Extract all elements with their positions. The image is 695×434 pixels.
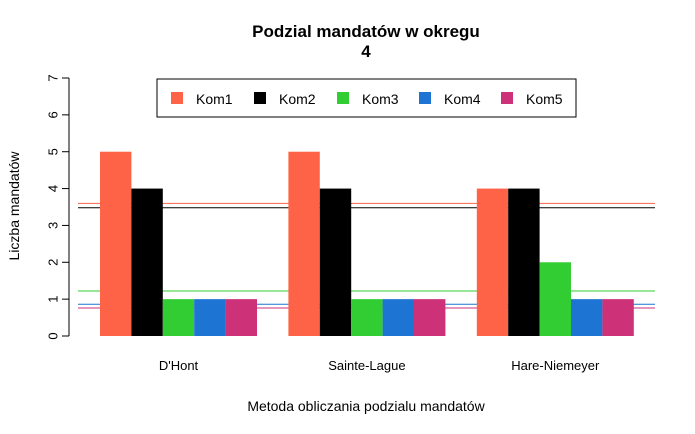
y-axis-title: Liczba mandatów <box>6 151 22 261</box>
x-tick-label: D'Hont <box>159 358 199 373</box>
bar-kom5-1 <box>414 299 446 336</box>
legend: Kom1 Kom2 Kom3 Kom4 Kom5 <box>156 78 577 118</box>
chart-title-line2: 4 <box>361 42 371 61</box>
bar-kom2-1 <box>319 188 352 336</box>
bar-kom4-2 <box>571 299 603 336</box>
bar-kom2-2 <box>508 188 540 336</box>
y-axis: 0 1 2 3 4 5 6 7 <box>46 74 70 340</box>
bar-kom1-2 <box>476 188 509 336</box>
bar-kom1-0 <box>100 151 132 336</box>
bar-kom4-0 <box>194 299 226 336</box>
bar-kom3-1 <box>351 299 383 336</box>
bar-kom3-0 <box>162 299 195 336</box>
x-tick-label: Sainte-Lague <box>328 358 405 373</box>
legend-swatch-kom4 <box>419 92 431 104</box>
y-tick-label: 4 <box>46 185 61 192</box>
legend-swatch-kom3 <box>337 92 349 104</box>
legend-label-kom3: Kom3 <box>362 91 399 107</box>
bars <box>100 151 634 336</box>
y-tick-label: 6 <box>46 111 61 118</box>
x-tick-label: Hare-Niemeyer <box>511 358 600 373</box>
y-tick-label: 7 <box>46 74 61 81</box>
bar-kom4-1 <box>382 299 414 336</box>
bar-kom3-2 <box>539 262 571 336</box>
legend-swatch-kom1 <box>171 92 183 104</box>
chart-title-line1: Podzial mandatów w okregu <box>252 22 480 41</box>
x-axis-labels: D'Hont Sainte-Lague Hare-Niemeyer <box>159 358 600 373</box>
legend-swatch-kom5 <box>501 92 513 104</box>
legend-label-kom2: Kom2 <box>279 91 316 107</box>
legend-label-kom5: Kom5 <box>526 91 563 107</box>
bar-kom2-0 <box>131 188 163 336</box>
y-tick-label: 2 <box>46 259 61 266</box>
y-tick-label: 0 <box>46 332 61 339</box>
bar-kom5-0 <box>225 299 257 336</box>
legend-swatch-kom2 <box>254 92 266 104</box>
legend-label-kom1: Kom1 <box>196 91 233 107</box>
x-axis-title: Metoda obliczania podzialu mandatów <box>247 398 485 414</box>
legend-label-kom4: Kom4 <box>444 91 481 107</box>
bar-kom5-2 <box>602 299 634 336</box>
y-tick-label: 5 <box>46 148 61 155</box>
y-tick-label: 1 <box>46 296 61 303</box>
bar-kom1-1 <box>288 151 320 336</box>
y-tick-label: 3 <box>46 222 61 229</box>
